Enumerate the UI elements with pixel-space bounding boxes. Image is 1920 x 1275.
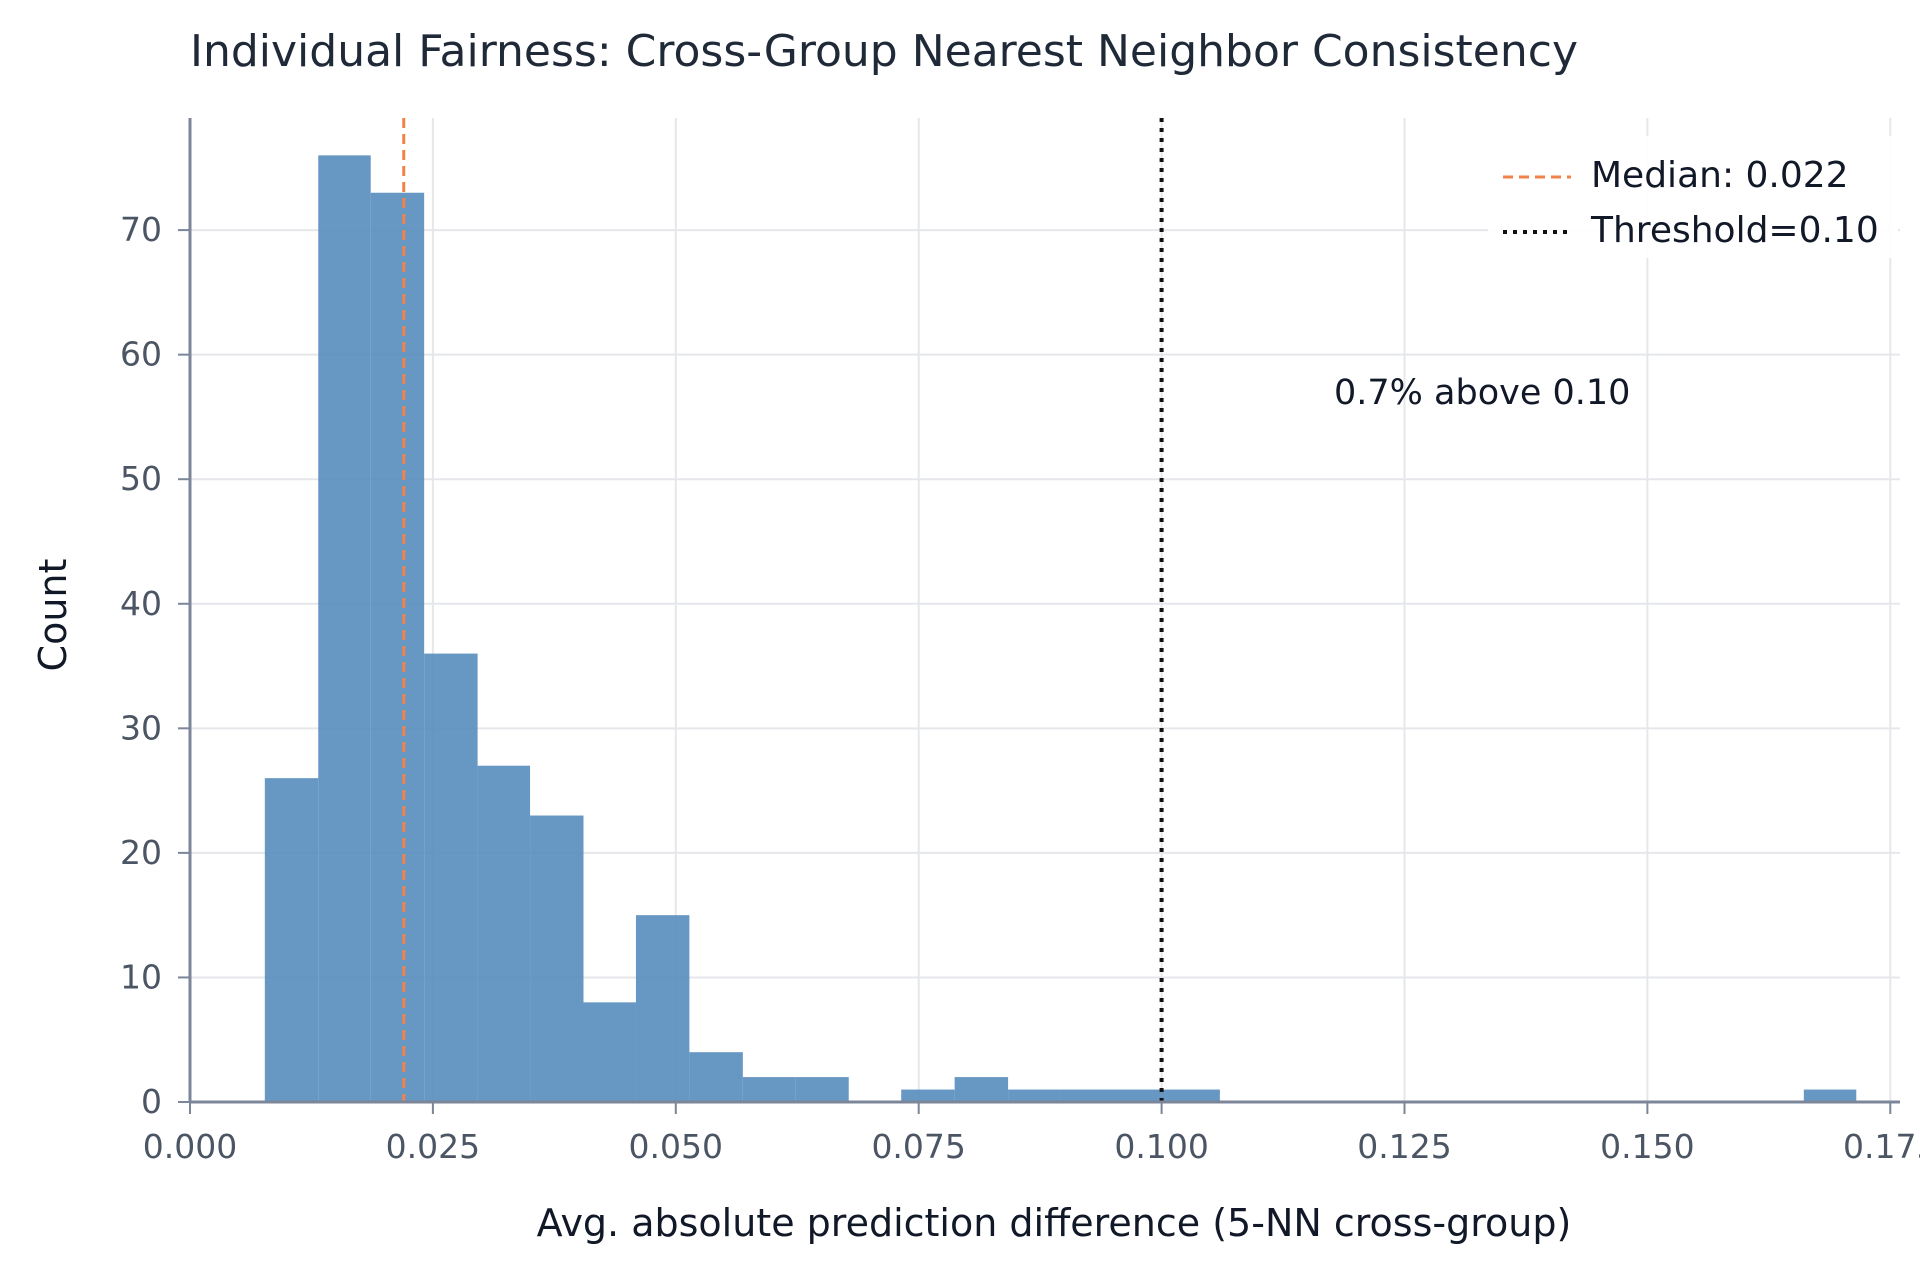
histogram-bar xyxy=(742,1077,796,1102)
bars-layer xyxy=(264,155,1857,1103)
histogram-bar xyxy=(370,192,425,1102)
histogram-bar xyxy=(1803,1089,1857,1102)
histogram-bar xyxy=(1060,1089,1114,1102)
histogram-bar xyxy=(424,653,478,1102)
histogram-bar xyxy=(1166,1089,1220,1102)
ticks-layer: 0 10 20 30 40 50 60 70 0.000 0.025 0.050 0.075 0.100… xyxy=(120,210,1920,1166)
axes-layer xyxy=(188,118,1900,1104)
histogram-bar xyxy=(583,1002,636,1102)
y-tick-label: 10 xyxy=(120,957,162,996)
x-tick-label: 0.000 xyxy=(143,1127,237,1166)
annotation-text: 0.7% above 0.10 xyxy=(1334,373,1630,413)
reference-lines-layer xyxy=(402,118,1164,1102)
x-tick-label: 0.075 xyxy=(871,1127,965,1166)
histogram-bar xyxy=(901,1089,955,1102)
histogram-bar xyxy=(1113,1089,1167,1102)
y-tick-label: 20 xyxy=(120,833,162,872)
y-tick-label: 30 xyxy=(120,708,162,747)
histogram-bar xyxy=(689,1052,743,1102)
chart-title: Individual Fairness: Cross-Group Nearest… xyxy=(190,26,1578,77)
histogram-bar xyxy=(635,915,690,1102)
y-tick-label: 70 xyxy=(120,210,162,249)
legend-background xyxy=(1488,136,1898,258)
x-tick-label: 0.150 xyxy=(1600,1127,1694,1166)
legend: Median: 0.022 Threshold=0.10 xyxy=(1488,136,1898,258)
histogram-bar xyxy=(795,1077,849,1102)
x-tick-label: 0.125 xyxy=(1357,1127,1451,1166)
histogram-bar xyxy=(954,1077,1009,1102)
histogram-bar xyxy=(318,155,371,1103)
histogram-bar xyxy=(477,765,531,1102)
x-tick-label: 0.175 xyxy=(1843,1127,1920,1166)
histogram-bar xyxy=(1008,1089,1061,1102)
y-tick-label: 40 xyxy=(120,584,162,623)
y-tick-label: 0 xyxy=(141,1082,162,1121)
y-tick-label: 50 xyxy=(120,459,162,498)
x-tick-label: 0.050 xyxy=(629,1127,723,1166)
legend-threshold-label: Threshold=0.10 xyxy=(1590,210,1879,251)
x-tick-label: 0.100 xyxy=(1114,1127,1208,1166)
x-axis-label: Avg. absolute prediction difference (5-N… xyxy=(537,1201,1572,1245)
legend-median-label: Median: 0.022 xyxy=(1591,155,1849,196)
x-tick-label: 0.025 xyxy=(386,1127,480,1166)
histogram-bar xyxy=(264,778,319,1102)
y-tick-label: 60 xyxy=(120,335,162,374)
y-axis-label: Count xyxy=(31,559,75,672)
histogram-bar xyxy=(530,815,584,1102)
